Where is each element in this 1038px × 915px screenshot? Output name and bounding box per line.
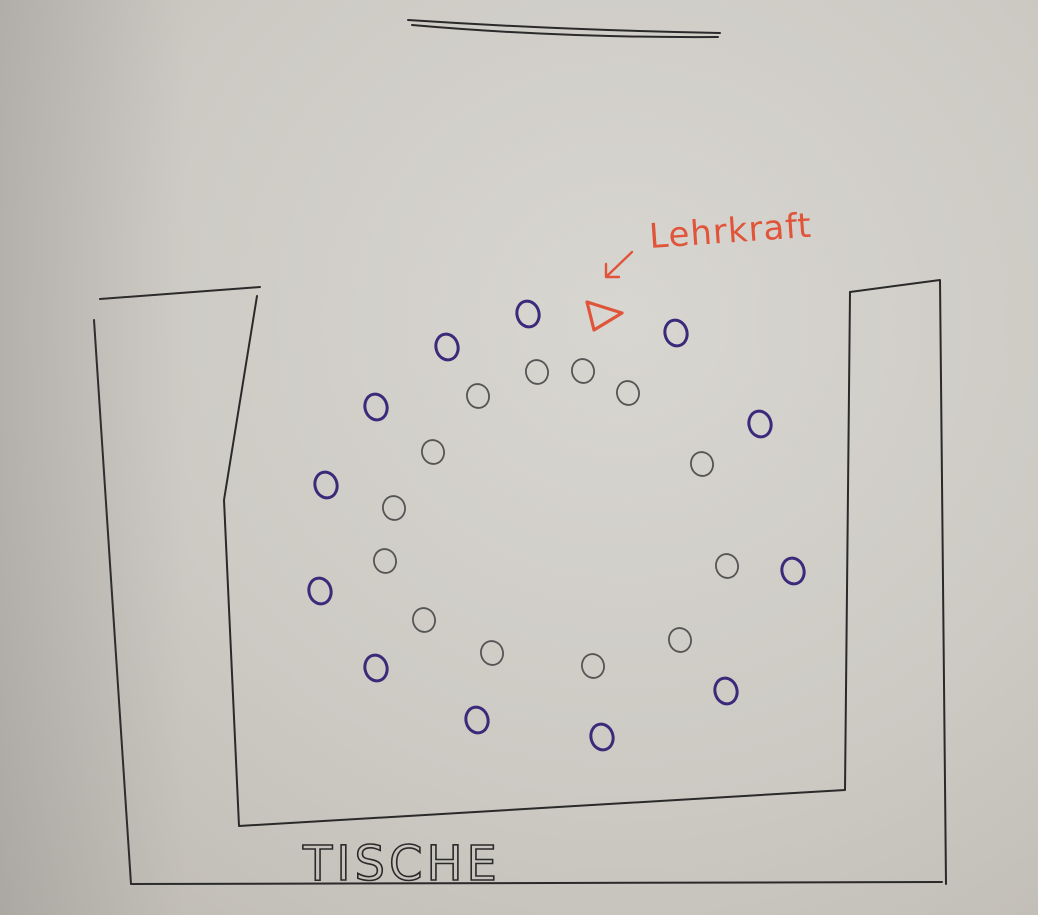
outer-student-11 [464,705,490,735]
inner-student-2 [571,358,595,384]
outer-student-2 [663,318,689,348]
inner-student-11 [668,627,692,653]
teacher-triangle [585,300,624,332]
outer-student-6 [313,470,339,500]
outer-student-12 [589,722,615,752]
inner-student-1 [525,359,549,385]
outer-student-3 [434,332,460,362]
outer-student-8 [307,576,333,606]
inner-student-9 [715,553,739,579]
table-outline-inner [223,291,851,827]
teacher-marker [585,300,624,332]
board-line [407,19,721,39]
tables-label: TISCHE [302,836,501,892]
inner-student-6 [690,451,714,477]
outer-student-9 [363,653,389,683]
inner-student-7 [382,495,406,521]
table-outline-outer [93,279,947,885]
outer-student-1 [515,299,541,329]
inner-student-13 [581,653,605,679]
teacher-label: Lehrkraft [648,206,813,257]
inner-circle-students [373,358,739,679]
inner-student-12 [480,640,504,666]
outer-student-10 [713,676,739,706]
outer-student-4 [363,392,389,422]
inner-student-5 [421,439,445,465]
inner-student-8 [373,548,397,574]
inner-student-4 [466,383,490,409]
inner-student-10 [412,607,436,633]
inner-student-3 [616,380,640,406]
outer-student-5 [747,409,773,439]
outer-student-7 [780,556,806,586]
teacher-arrow [604,250,634,279]
outer-circle-students [307,299,806,752]
